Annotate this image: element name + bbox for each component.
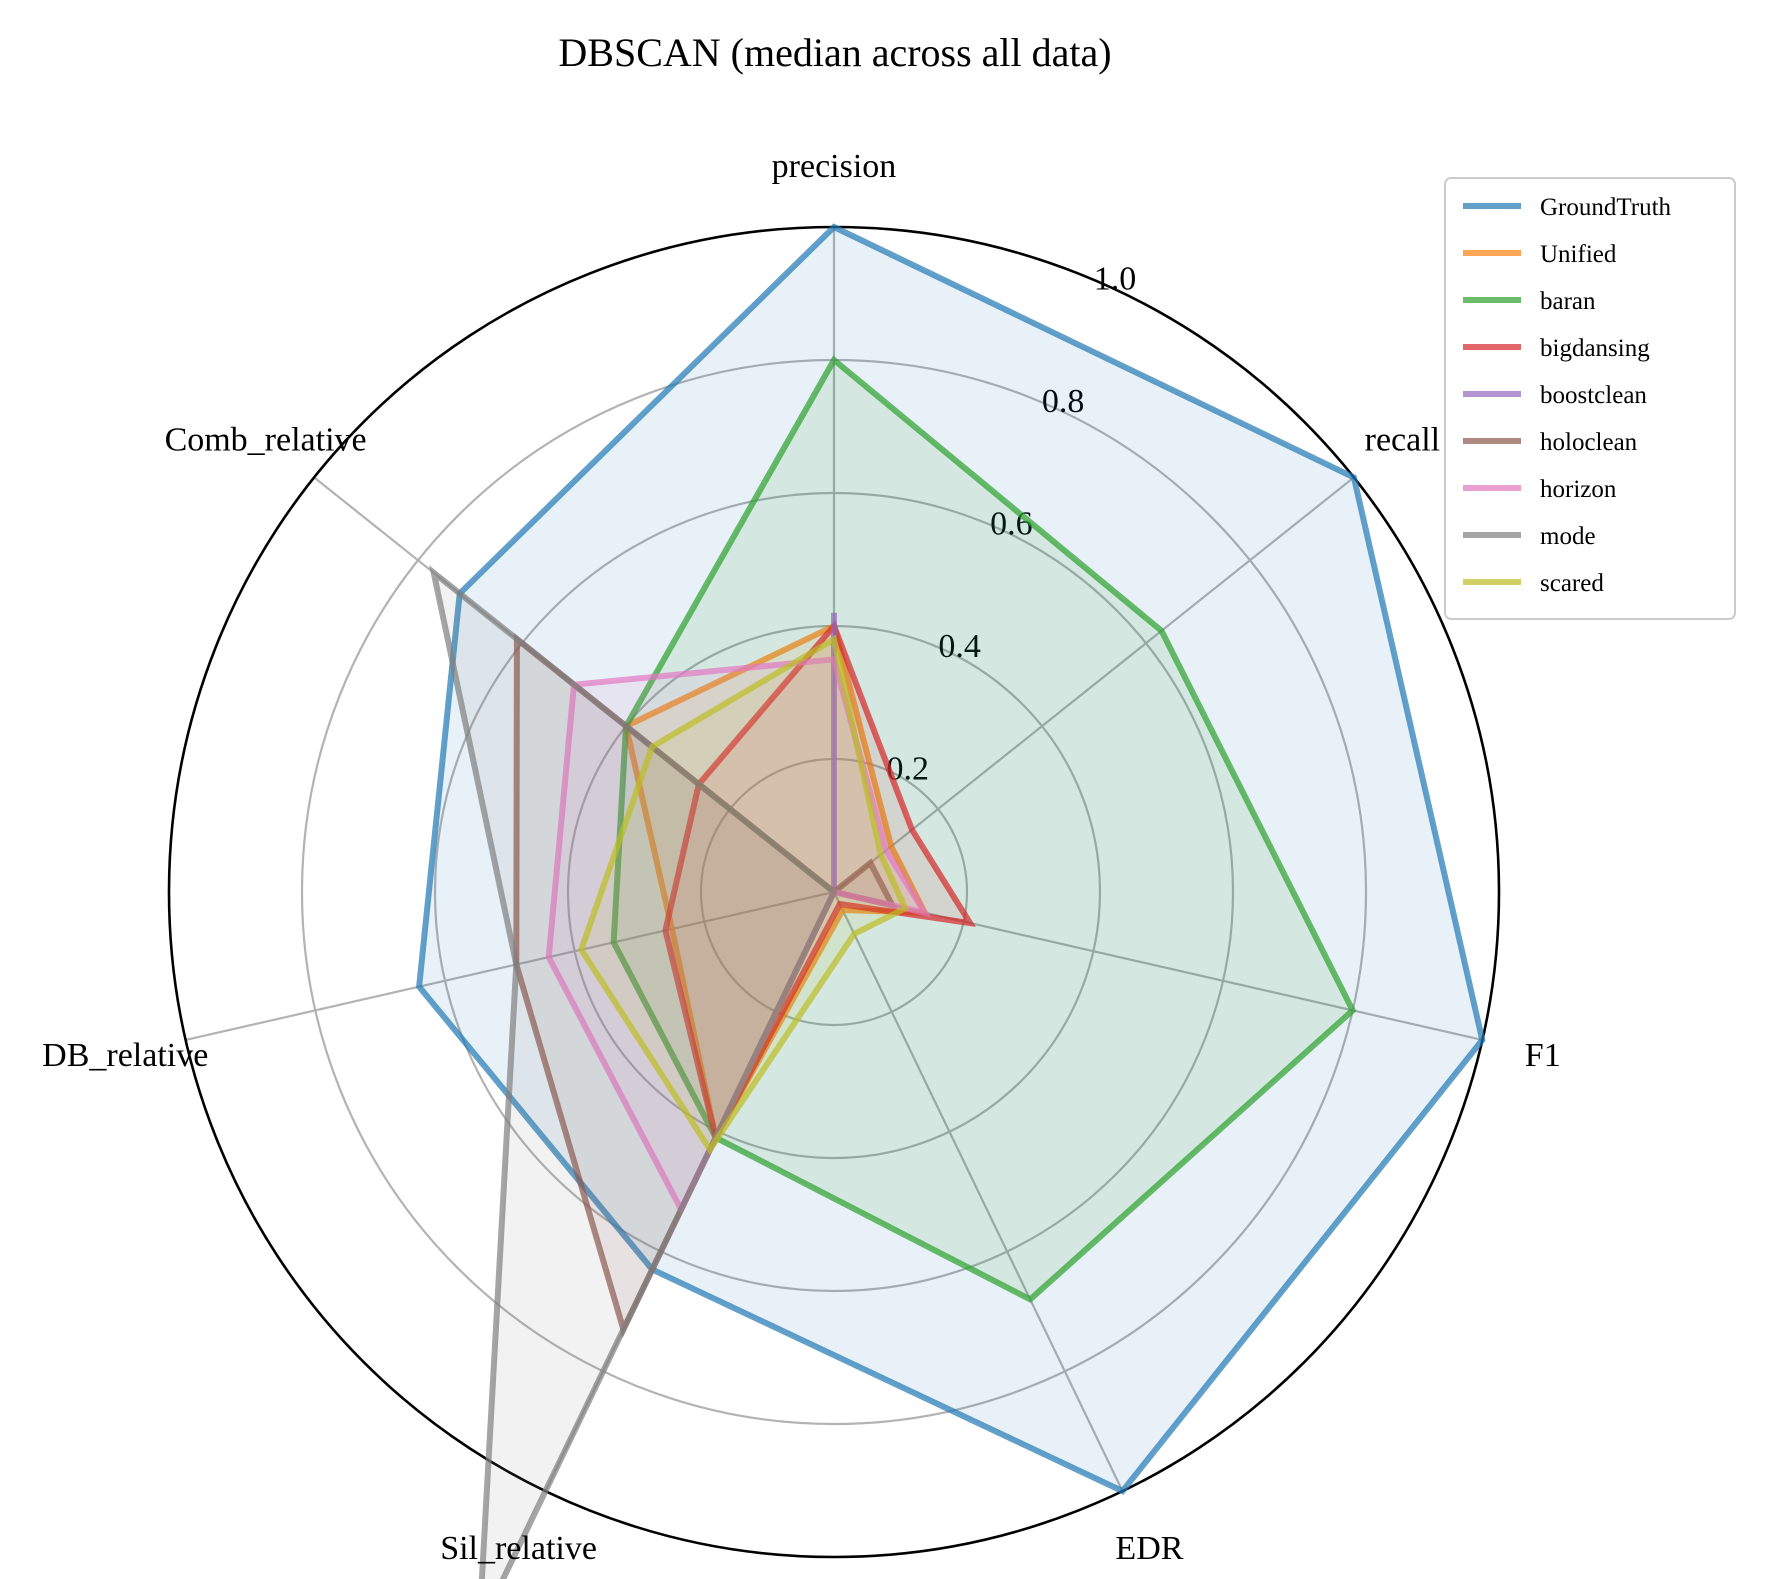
axis-label-EDR: EDR: [1115, 1530, 1183, 1567]
axis-label-recall: recall: [1365, 422, 1441, 459]
legend-label-boostclean: boostclean: [1540, 382, 1647, 409]
series-fill-GroundTruth: [419, 227, 1483, 1492]
legend-label-Unified: Unified: [1540, 241, 1617, 268]
series-fill-Unified: [626, 626, 925, 1138]
legend-label-holoclean: holoclean: [1540, 429, 1638, 456]
legend-label-baran: baran: [1540, 288, 1596, 315]
axis-label-precision: precision: [772, 148, 897, 185]
legend-label-GroundTruth: GroundTruth: [1540, 194, 1672, 221]
axis-label-Comb_relative: Comb_relative: [165, 422, 367, 459]
radial-tick-label: 1.0: [1094, 260, 1137, 297]
series-line-mode: [429, 565, 838, 1579]
radial-tick-label: 0.6: [990, 505, 1033, 542]
series-fill-mode: [433, 572, 834, 1579]
spoke-recall: [833, 476, 1355, 893]
legend-label-horizon: horizon: [1540, 476, 1617, 503]
series-line-baran: [610, 355, 1357, 1304]
axis-labels: precision recall F1 EDR Sil_relative DB_relat…: [42, 148, 1561, 1567]
axis-label-DB_relative: DB_relative: [42, 1037, 208, 1074]
radial-tick-label: 0.4: [938, 628, 981, 665]
spoke-EDR: [833, 891, 1124, 1492]
series-layer: [415, 223, 1486, 1579]
legend-label-bigdansing: bigdansing: [1540, 335, 1650, 362]
series-fill-scared: [581, 639, 906, 1150]
series-fill-holoclean: [516, 639, 893, 1330]
radial-tick-label: 0.8: [1042, 383, 1085, 420]
series-fill-horizon: [548, 659, 925, 1210]
series-line-bigdansing: [662, 620, 977, 1146]
chart-title: DBSCAN (median across all data): [558, 30, 1111, 75]
axis-label-F1: F1: [1525, 1037, 1561, 1074]
series-fill-baran: [613, 360, 1353, 1300]
legend-box: [1444, 177, 1736, 620]
axis-label-Sil_relative: Sil_relative: [440, 1530, 597, 1567]
spoke-DB_relative: [185, 890, 835, 1042]
legend: GroundTruth Unified baran bigdansing boostcl…: [1444, 177, 1736, 620]
series-line-scared: [577, 634, 910, 1156]
legend-label-mode: mode: [1540, 523, 1596, 550]
legend-label-scared: scared: [1540, 570, 1604, 597]
